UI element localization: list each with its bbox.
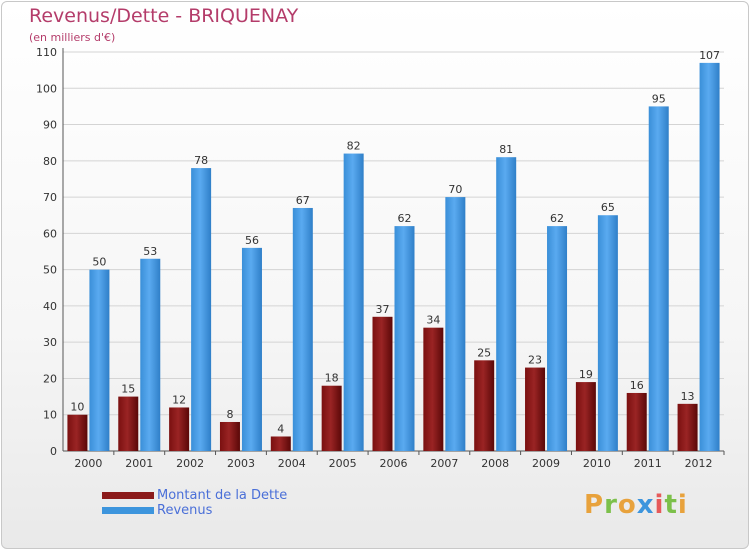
- logo-letter: P: [584, 490, 605, 520]
- bar-dette: [677, 403, 698, 451]
- legend-label-dette: Montant de la Dette: [157, 488, 288, 503]
- y-tick-label: 80: [43, 155, 57, 168]
- x-tick-label: 2010: [583, 457, 611, 470]
- bar-dette: [372, 316, 393, 451]
- value-label-dette: 34: [426, 314, 440, 327]
- bar-revenus: [292, 207, 313, 451]
- y-tick-label: 30: [43, 336, 57, 349]
- legend-label-revenus: Revenus: [157, 503, 213, 518]
- bar-revenus: [191, 168, 212, 451]
- bar-revenus: [547, 226, 568, 451]
- logo-letter: r: [604, 490, 618, 520]
- value-label-dette: 25: [477, 346, 491, 359]
- value-label-dette: 10: [70, 401, 84, 414]
- bar-dette: [270, 436, 291, 451]
- logo-letter: i: [654, 490, 665, 520]
- value-label-revenus: 95: [652, 92, 666, 105]
- bar-dette: [525, 367, 546, 451]
- x-tick-label: 2000: [74, 457, 102, 470]
- bar-revenus: [140, 258, 161, 451]
- logo-letter: x: [636, 490, 655, 520]
- value-label-dette: 18: [325, 372, 339, 385]
- x-tick-label: 2003: [227, 457, 255, 470]
- value-label-dette: 13: [681, 390, 695, 403]
- legend-swatch-dette: [102, 492, 154, 499]
- bar-revenus: [89, 269, 110, 451]
- value-label-dette: 12: [172, 393, 186, 406]
- y-tick-label: 0: [50, 445, 57, 458]
- value-label-revenus: 107: [699, 49, 720, 62]
- bar-dette: [118, 396, 139, 451]
- bar-dette: [67, 414, 88, 451]
- proxiti-logo: Proxiti: [584, 490, 688, 520]
- bar-revenus: [597, 215, 618, 451]
- y-tick-label: 10: [43, 409, 57, 422]
- value-label-revenus: 70: [448, 183, 462, 196]
- legend-swatch-revenus: [102, 507, 154, 514]
- bar-revenus: [241, 247, 262, 451]
- x-tick-label: 2002: [176, 457, 204, 470]
- value-label-revenus: 81: [499, 143, 513, 156]
- x-tick-label: 2008: [481, 457, 509, 470]
- chart-title: Revenus/Dette - BRIQUENAY: [29, 5, 299, 27]
- logo-letter: t: [664, 490, 678, 520]
- bar-dette: [626, 392, 647, 451]
- value-label-dette: 37: [376, 303, 390, 316]
- y-tick-label: 100: [36, 82, 57, 95]
- value-label-revenus: 78: [194, 154, 208, 167]
- y-tick-label: 90: [43, 119, 57, 132]
- value-label-revenus: 67: [296, 194, 310, 207]
- value-label-revenus: 56: [245, 234, 259, 247]
- bar-dette: [219, 421, 240, 451]
- value-label-dette: 16: [630, 379, 644, 392]
- x-tick-label: 2006: [380, 457, 408, 470]
- bar-revenus: [648, 106, 669, 451]
- bar-dette: [169, 407, 190, 451]
- value-label-dette: 19: [579, 368, 593, 381]
- logo-letter: o: [617, 490, 637, 520]
- bar-dette: [423, 327, 444, 451]
- logo-letter: i: [677, 490, 688, 520]
- chart-subtitle: (en milliers d'€): [29, 31, 116, 44]
- x-tick-label: 2001: [125, 457, 153, 470]
- value-label-revenus: 50: [92, 256, 106, 269]
- bar-dette: [575, 382, 596, 451]
- bar-revenus: [394, 226, 415, 451]
- x-tick-label: 2005: [329, 457, 357, 470]
- y-tick-label: 20: [43, 372, 57, 385]
- bar-revenus: [343, 153, 364, 451]
- y-tick-label: 40: [43, 300, 57, 313]
- y-tick-label: 60: [43, 227, 57, 240]
- value-label-revenus: 82: [347, 140, 361, 153]
- value-label-revenus: 62: [398, 212, 412, 225]
- x-tick-label: 2004: [278, 457, 306, 470]
- bar-dette: [321, 385, 342, 451]
- value-label-revenus: 53: [143, 245, 157, 258]
- y-tick-label: 50: [43, 264, 57, 277]
- bar-dette: [474, 360, 495, 451]
- value-label-dette: 4: [277, 422, 284, 435]
- bar-revenus: [699, 62, 720, 452]
- x-tick-label: 2011: [634, 457, 662, 470]
- bar-revenus: [445, 197, 466, 451]
- value-label-dette: 23: [528, 354, 542, 367]
- value-label-revenus: 62: [550, 212, 564, 225]
- value-label-dette: 8: [226, 408, 233, 421]
- y-tick-label: 110: [36, 46, 57, 59]
- x-tick-label: 2009: [532, 457, 560, 470]
- x-tick-label: 2012: [685, 457, 713, 470]
- value-label-revenus: 65: [601, 201, 615, 214]
- y-tick-label: 70: [43, 191, 57, 204]
- bar-revenus: [496, 157, 517, 451]
- x-tick-label: 2007: [430, 457, 458, 470]
- value-label-dette: 15: [121, 383, 135, 396]
